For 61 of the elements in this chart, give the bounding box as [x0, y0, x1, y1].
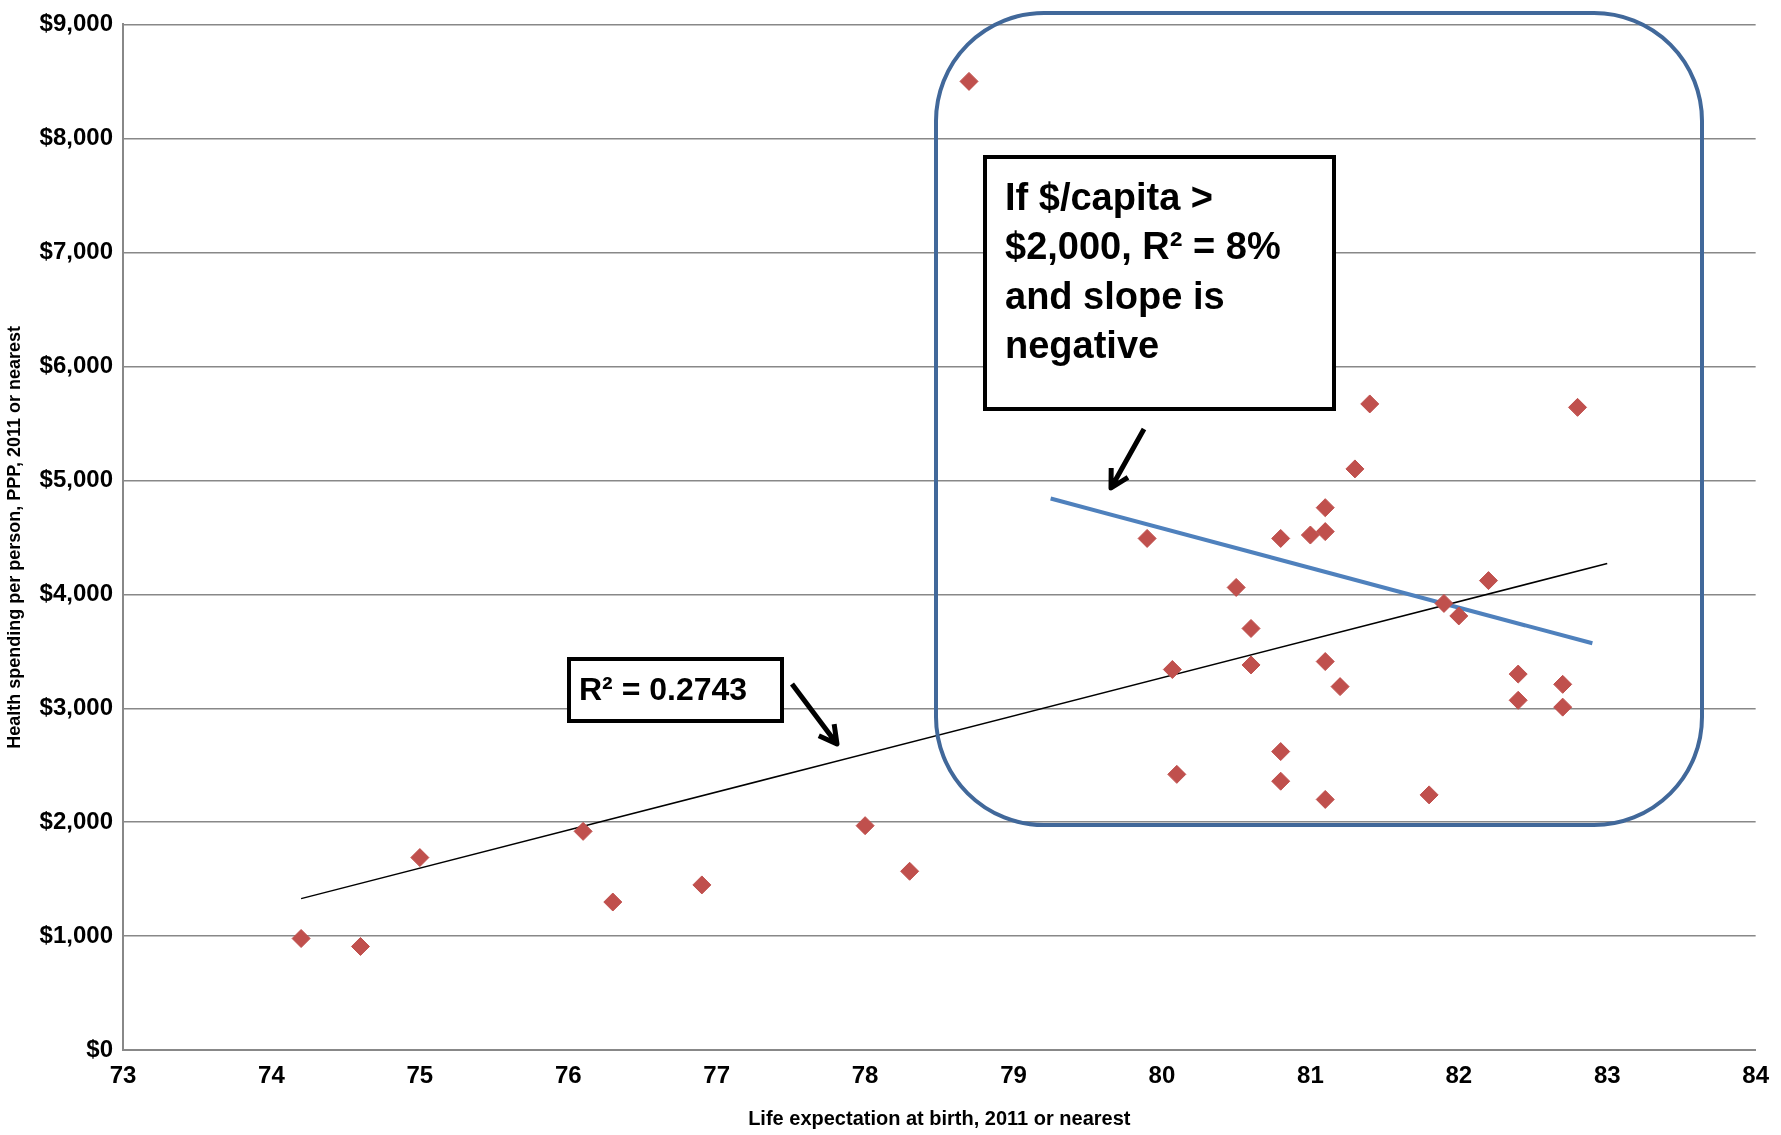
x-tick-label: 77 [703, 1061, 731, 1089]
point [1162, 660, 1182, 680]
point [900, 861, 920, 881]
point [1137, 528, 1157, 548]
point [1315, 522, 1335, 542]
point [1271, 771, 1291, 791]
y-tick-label: $4,000 [39, 578, 114, 606]
x-tick-label: 76 [554, 1061, 582, 1089]
point [1241, 655, 1261, 675]
y-tick-label: $8,000 [39, 123, 114, 150]
point [1226, 577, 1246, 597]
x-tick-label: 73 [109, 1061, 137, 1089]
point [1553, 697, 1573, 717]
point [291, 929, 311, 948]
x-tick-label: 83 [1593, 1061, 1621, 1089]
point [1315, 498, 1335, 518]
y-tick-label: $0 [86, 1034, 114, 1062]
y-tick-label: $2,000 [39, 806, 114, 834]
y-axis-title: Health spending per person, PPP, 2011 or nearest [3, 325, 24, 749]
point [1419, 785, 1439, 805]
point [1241, 618, 1261, 638]
point [1300, 525, 1320, 545]
x-tick-label: 81 [1297, 1061, 1324, 1089]
point [1508, 664, 1528, 684]
point [855, 816, 875, 836]
point [1315, 652, 1335, 672]
point [1434, 593, 1454, 613]
x-tick-label: 79 [1000, 1061, 1027, 1089]
annotation: If $/capita > $2,000, R² = 8% and slope is negative [983, 155, 1336, 411]
point [603, 892, 623, 912]
point [1315, 789, 1335, 809]
x-tick-label: 78 [851, 1061, 879, 1089]
point [1345, 459, 1365, 479]
point [350, 936, 370, 956]
x-tick-label: 84 [1742, 1061, 1770, 1089]
y-tick-label: $5,000 [39, 464, 114, 492]
point [692, 875, 712, 895]
point [573, 821, 593, 841]
point [1271, 742, 1291, 762]
point [1553, 674, 1573, 694]
point [1330, 677, 1350, 697]
point [1508, 690, 1528, 710]
x-tick-label: 74 [258, 1061, 286, 1089]
point [1271, 528, 1291, 548]
x-axis-title: Life expectation at birth, 2011 or nearest [748, 1106, 1131, 1129]
x-tick-label: 75 [406, 1061, 434, 1089]
point [1167, 764, 1187, 784]
y-tick-label: $6,000 [39, 350, 114, 378]
x-tick-label: 80 [1148, 1061, 1176, 1089]
y-tick-label: $1,000 [39, 920, 114, 948]
x-tick-label: 82 [1445, 1061, 1473, 1089]
y-tick-label: $9,000 [39, 9, 114, 37]
y-tick-label: $3,000 [39, 692, 114, 720]
point [959, 71, 979, 91]
point [410, 848, 430, 868]
y-tick-label: $7,000 [39, 236, 114, 264]
point [1478, 571, 1498, 591]
point [1449, 606, 1469, 626]
annotation: R² = 0.2743 [567, 657, 784, 723]
point [1568, 397, 1588, 417]
point [1360, 394, 1380, 414]
